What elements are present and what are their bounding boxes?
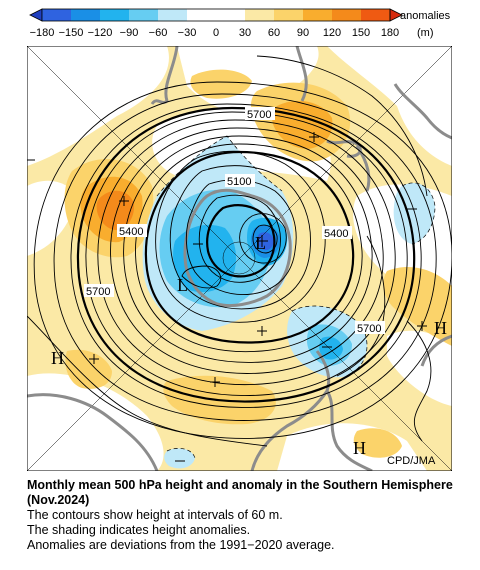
colorbar-title: anomalies <box>400 10 451 22</box>
colorbar-seg <box>361 9 390 21</box>
anomaly-center-markers <box>27 132 427 462</box>
colorbar-seg <box>303 9 332 21</box>
low-center-label: L <box>255 233 266 253</box>
plus-marker <box>417 321 427 331</box>
plus-marker <box>89 354 99 364</box>
colorbar-seg <box>245 9 274 21</box>
graticule <box>27 46 452 471</box>
figure-caption: Monthly mean 500 hPa height and anomaly … <box>27 478 467 553</box>
colorbar-seg <box>100 9 129 21</box>
contour-label: 5100 <box>227 176 251 188</box>
colorbar-tick: 0 <box>213 27 219 39</box>
colorbar-arrow-left <box>29 8 43 22</box>
colorbar-seg <box>187 9 245 21</box>
colorbar-tick: −60 <box>149 27 168 39</box>
caption-line-2: The shading indicates height anomalies. <box>27 523 251 537</box>
colorbar-seg <box>42 9 71 21</box>
colorbar-tick: 30 <box>239 27 251 39</box>
contour-label: 5400 <box>119 226 143 238</box>
colorbar-seg <box>71 9 100 21</box>
colorbar-tick: −180 <box>30 27 55 39</box>
caption-title: Monthly mean 500 hPa height and anomaly … <box>27 478 453 507</box>
height-contours <box>27 55 452 447</box>
contour-label: 5400 <box>324 228 348 240</box>
contour-label: 5700 <box>357 323 381 335</box>
plus-marker <box>309 132 319 142</box>
colorbar-segments <box>29 8 403 22</box>
plus-marker <box>119 196 129 206</box>
colorbar-tick: 90 <box>297 27 309 39</box>
colorbar-seg <box>129 9 158 21</box>
high-center-label: H <box>51 348 64 368</box>
colorbar-tick: −90 <box>120 27 139 39</box>
low-center-label: L <box>177 275 188 295</box>
contour-label: 5700 <box>247 109 271 121</box>
colorbar-tick: 60 <box>268 27 280 39</box>
height-contours-thick <box>76 106 416 403</box>
colorbar-seg <box>158 9 187 21</box>
contour-label: 5700 <box>86 286 110 298</box>
anomaly-colorbar: −180 −150 −120 −90 −60 −30 0 30 60 90 12… <box>29 8 451 39</box>
coastlines <box>27 46 452 471</box>
colorbar-unit: (m) <box>417 27 434 39</box>
plus-marker <box>210 377 220 387</box>
colorbar-tick: 120 <box>323 27 341 39</box>
colorbar-tick: −30 <box>178 27 197 39</box>
colorbar-seg <box>332 9 361 21</box>
credit-label: CPD/JMA <box>387 455 436 467</box>
hemisphere-map: 5700 5100 5400 5400 5700 5700 <box>27 46 452 471</box>
caption-line-1: The contours show height at intervals of… <box>27 508 283 522</box>
high-center-label: H <box>434 318 447 338</box>
plus-marker <box>257 326 267 336</box>
high-center-label: H <box>353 438 366 458</box>
colorbar-seg <box>274 9 303 21</box>
colorbar-tick: −120 <box>88 27 113 39</box>
caption-line-3: Anomalies are deviations from the 1991−2… <box>27 538 335 552</box>
colorbar-tick: 150 <box>352 27 370 39</box>
colorbar-tick: −150 <box>59 27 84 39</box>
zero-anomaly-lines <box>156 135 436 459</box>
colorbar-tick: 180 <box>381 27 399 39</box>
